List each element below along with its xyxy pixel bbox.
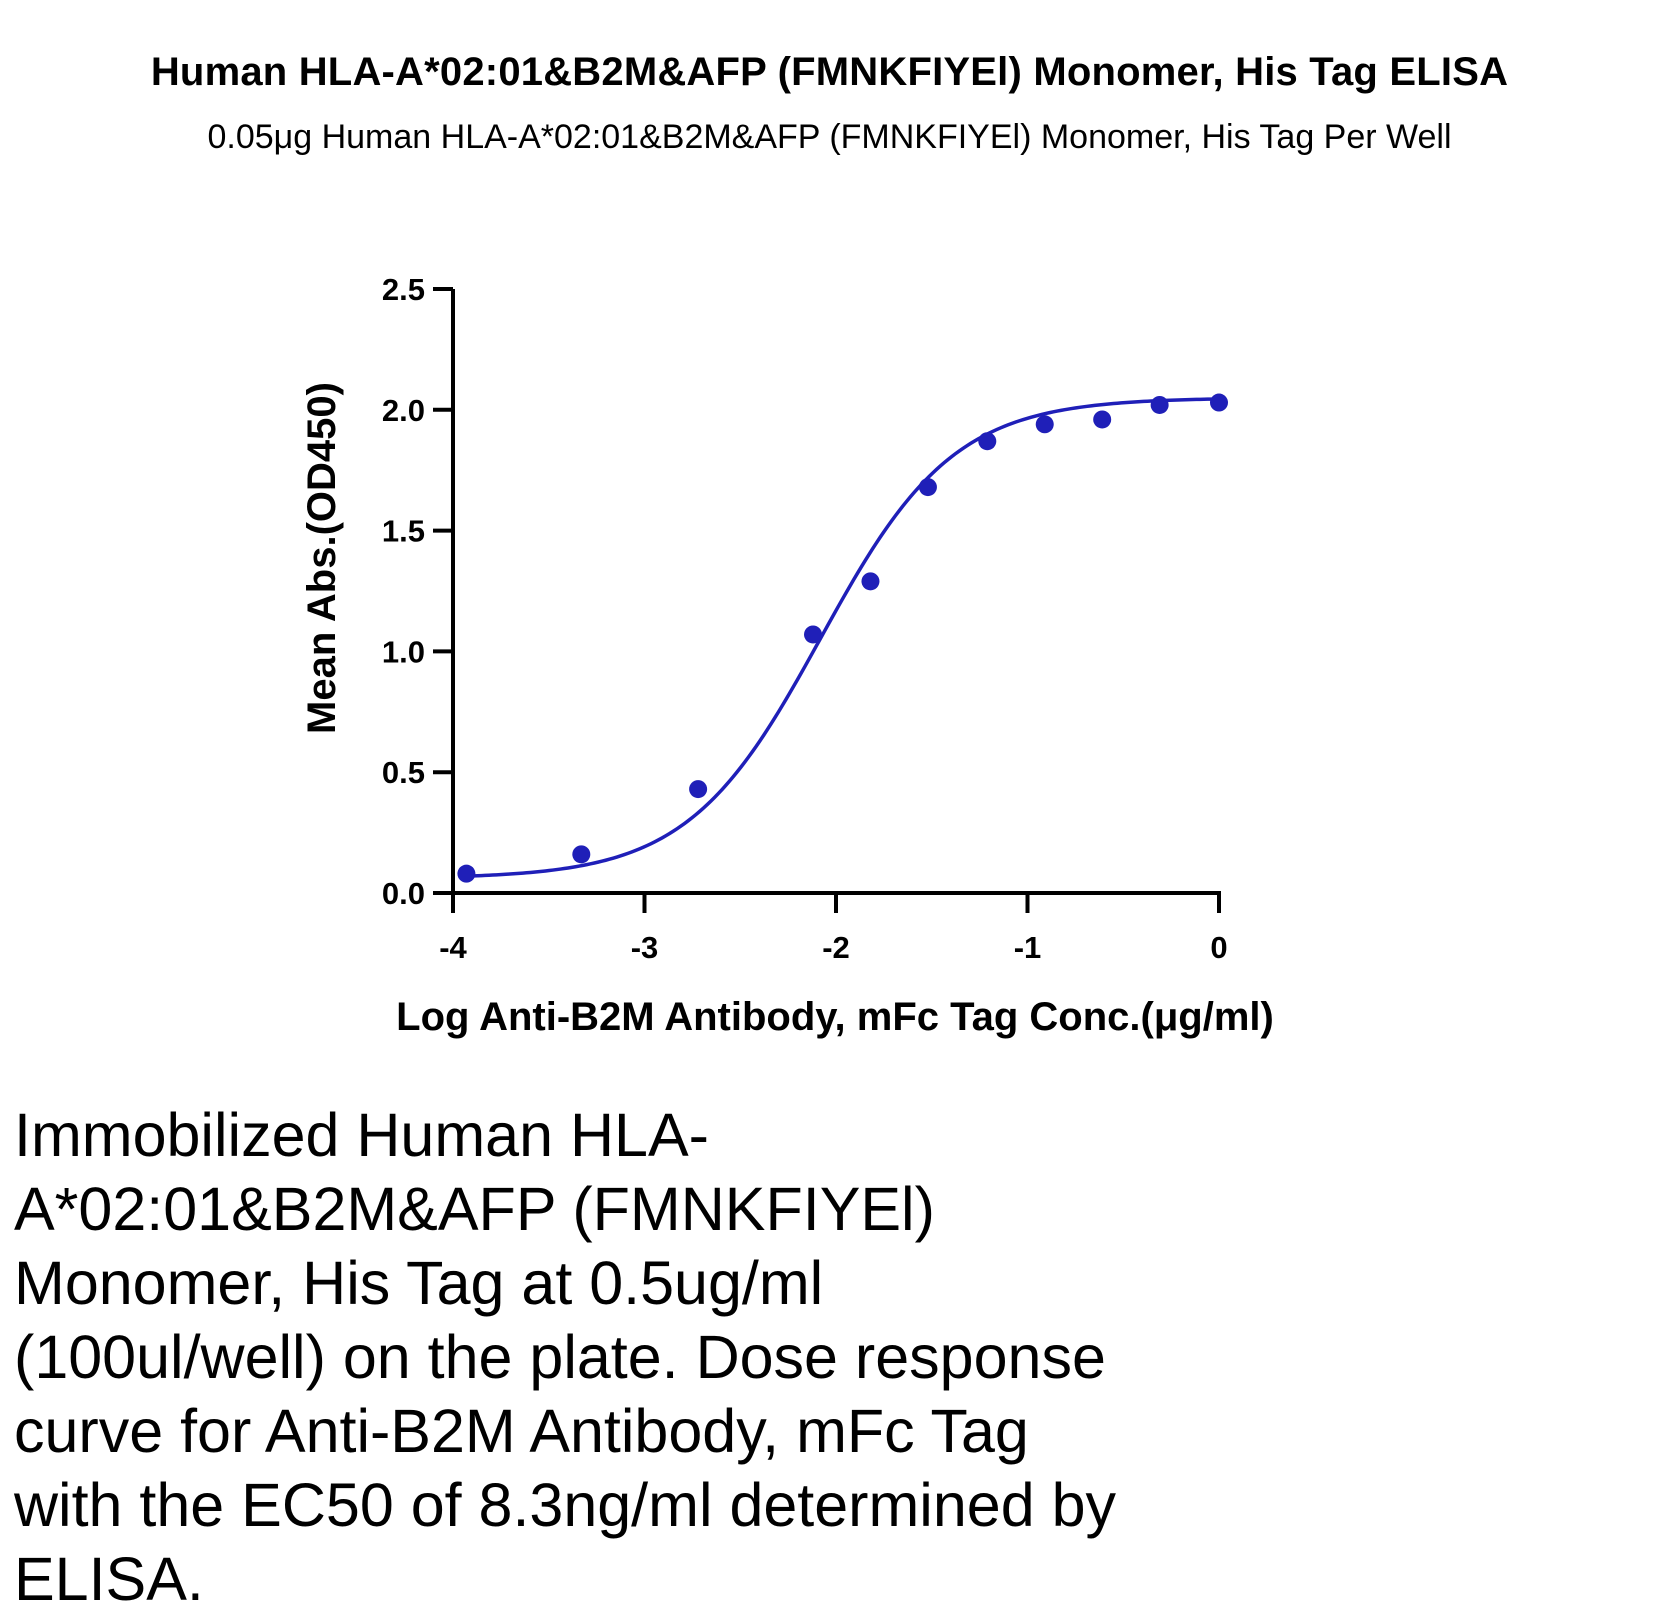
chart-subtitle: 0.05μg Human HLA-A*02:01&B2M&AFP (FMNKFI…: [207, 118, 1452, 156]
y-tick-label: 0.5: [382, 755, 425, 790]
chart-title: Human HLA-A*02:01&B2M&AFP (FMNKFIYEl) Mo…: [150, 50, 1509, 94]
data-point: [572, 845, 591, 864]
x-tick-label: -4: [439, 930, 467, 965]
data-point: [978, 432, 997, 451]
data-point: [1150, 395, 1169, 414]
y-tick-label: 2.5: [382, 272, 425, 307]
axes: 0.0 0.5 1.0 1.5 2.0 2.5 -4 -3 -2 -1 0: [382, 272, 1228, 965]
fit-curve: [466, 397, 1220, 878]
elisa-chart: 0.0 0.5 1.0 1.5 2.0 2.5 -4 -3 -2 -1 0 Log Anti-B2M…: [300, 272, 1274, 1039]
data-point: [804, 625, 823, 644]
y-tick-label: 1.0: [382, 634, 425, 669]
y-axis-title: Mean Abs.(OD450): [300, 382, 344, 734]
data-point: [457, 864, 476, 883]
chart-marks: [457, 393, 1228, 883]
data-point: [1093, 410, 1112, 429]
data-point: [1035, 415, 1054, 434]
x-tick-label: 0: [1210, 930, 1227, 965]
x-tick-label: -1: [1014, 930, 1042, 965]
x-axis-title: Log Anti-B2M Antibody, mFc Tag Conc.(μg/…: [396, 995, 1274, 1039]
x-tick-label: -2: [822, 930, 850, 965]
y-tick-label: 0.0: [382, 876, 425, 911]
y-tick-label: 1.5: [382, 514, 425, 549]
data-point: [861, 572, 880, 591]
figure-caption: Immobilized Human HLA-A*02:01&B2M&AFP (F…: [14, 1101, 1116, 1613]
x-tick-label: -3: [631, 930, 659, 965]
data-point: [689, 780, 708, 799]
data-point: [1210, 393, 1228, 412]
y-tick-label: 2.0: [382, 393, 425, 428]
data-point: [918, 478, 937, 497]
